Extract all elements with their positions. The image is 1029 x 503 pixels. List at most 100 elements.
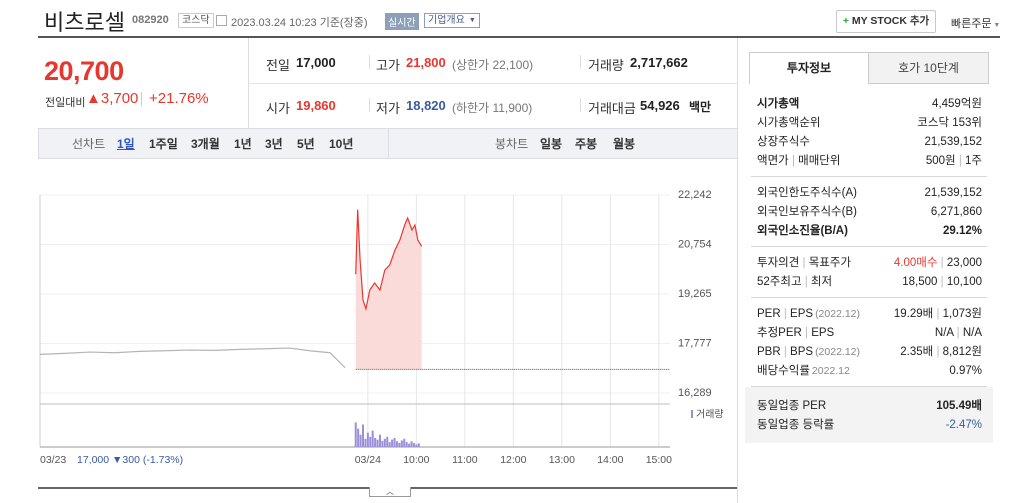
info-value: 21,539,152 (924, 133, 982, 152)
divider (580, 55, 581, 69)
divider (580, 98, 581, 112)
volume-bar (362, 424, 365, 447)
label-part: 시가총액순위 (757, 117, 821, 129)
volume-bar (400, 440, 403, 447)
y-tick-label: 19,265 (678, 288, 712, 300)
info-label: 배당수익률 2022.12 (757, 362, 850, 381)
my-stock-button[interactable]: + MY STOCK 추가 (836, 10, 936, 33)
label-part: 외국인한도주식수(A) (757, 187, 857, 199)
label-part: 투자의견 (757, 257, 800, 269)
y-tick-label: 22,242 (678, 189, 712, 201)
collapse-button[interactable]: ︿ (369, 487, 411, 497)
info-label: PBRBPS(2022.12) (757, 343, 860, 362)
info-row: 액면가매매단위 500원1주 (751, 152, 987, 171)
info-section: 투자의견목표주가 4.00매수23,000 52주최고최저 18,50010,100 (751, 247, 987, 298)
header-rule (38, 36, 1000, 38)
value-part: 18,500 (902, 276, 938, 288)
info-row: 추정PEREPS N/AN/A (751, 324, 987, 343)
info-row: 시가총액순위 코스닥 153위 (751, 114, 987, 133)
info-value: 21,539,152 (924, 184, 982, 203)
volume-bar (378, 434, 381, 447)
volume-bar (364, 438, 367, 447)
info-value: 18,50010,100 (902, 273, 982, 292)
dropdown-icon: ▼ (991, 22, 1001, 29)
value-part: 23,000 (937, 257, 982, 269)
label-part: 시가총액 (757, 98, 800, 110)
volume-bar (398, 442, 401, 447)
x-tick-label: 10:00 (403, 454, 429, 466)
period-tab[interactable]: 일봉 (540, 137, 563, 151)
label-part: 52주최고 (757, 276, 802, 288)
info-row: 동일업종 PER 105.49배 (751, 397, 987, 416)
info-value: N/AN/A (935, 324, 982, 343)
divider (141, 92, 142, 106)
period-tab[interactable]: 3개월 (191, 137, 220, 151)
value-part: -2.47% (945, 419, 982, 431)
divider (248, 83, 737, 84)
volume-bar (386, 436, 389, 447)
value-part: 2.35배 (900, 346, 934, 358)
x-tick-label: 03/23 (40, 454, 66, 466)
info-value: 2.35배8,812원 (900, 343, 982, 362)
change-rate: +21.76% (149, 90, 209, 107)
y-tick-label: 20,754 (678, 238, 712, 250)
info-value: 6,271,860 (931, 203, 982, 222)
period-tab[interactable]: 1일 (117, 137, 135, 151)
volume-bar (391, 439, 394, 447)
company-info-button[interactable]: 기업개요 ▼ (424, 13, 480, 28)
legend-label: 거래량 (696, 409, 724, 421)
label-part: 추정PER (757, 327, 802, 339)
area (355, 209, 422, 370)
label-part: BPS (781, 346, 813, 358)
value-part: 4,459억원 (932, 98, 982, 110)
line (39, 347, 346, 369)
info-tab-active[interactable]: 투자정보 (749, 52, 869, 84)
period-tab[interactable]: 3년 (265, 137, 283, 151)
stock-name: 비츠로셀 (44, 10, 125, 35)
label-part: 목표주가 (799, 257, 851, 269)
change-label: 전일대비 (45, 97, 86, 109)
info-row: 투자의견목표주가 4.00매수23,000 (751, 254, 987, 273)
summary-label: 시가 (266, 101, 290, 116)
line (355, 209, 423, 312)
summary-label: 거래대금 (588, 101, 636, 116)
volume-bar (388, 442, 391, 447)
period-tab[interactable]: 10년 (329, 137, 354, 151)
info-tab[interactable]: 호가 10단계 (868, 52, 989, 84)
value-part: 8,812원 (933, 346, 982, 358)
info-label: 시가총액 (757, 95, 799, 114)
period-tab[interactable]: 주봉 (575, 137, 598, 151)
volume-bar (369, 436, 372, 447)
period-tab[interactable]: 월봉 (613, 137, 636, 151)
label-part: 동일업종 등락률 (757, 419, 835, 431)
period-tab[interactable]: 5년 (297, 137, 315, 151)
info-label: 시가총액순위 (757, 114, 820, 133)
value-part: 500원 (925, 155, 956, 167)
realtime-badge[interactable]: 실시간 (385, 13, 419, 30)
info-label: 52주최고최저 (757, 273, 832, 292)
info-label: 동일업종 등락률 (757, 416, 834, 435)
info-label: 외국인보유주식수(B) (757, 203, 857, 222)
label-date: 2022.12 (811, 365, 850, 377)
info-value: 29.12% (943, 222, 982, 241)
label-date: (2022.12) (815, 308, 861, 320)
volume-bar (415, 444, 418, 447)
quick-order[interactable]: 빠른주문 ▼ (951, 15, 1000, 31)
info-value: 4.00매수23,000 (894, 254, 982, 273)
info-value: 105.49배 (936, 397, 982, 416)
x-tick-label: 11:00 (452, 454, 478, 466)
summary-label: 전일 (266, 58, 290, 73)
info-label: 투자의견목표주가 (757, 254, 851, 273)
value-part: 29.12% (942, 225, 982, 237)
summary-label: 저가 (376, 101, 400, 116)
label-part: 배당수익률 (757, 365, 810, 377)
period-tab[interactable]: 1주일 (149, 137, 178, 151)
volume-bar (403, 438, 406, 447)
prev-day-note: 17,000 ▼300 (-1.73%) (77, 454, 183, 466)
value-part: 1,073원 (933, 308, 982, 320)
period-tab[interactable]: 1년 (234, 137, 252, 151)
my-stock-label: MY STOCK 추가 (851, 15, 930, 27)
info-value: 코스닥 153위 (917, 114, 982, 133)
value-part: N/A (953, 327, 982, 339)
